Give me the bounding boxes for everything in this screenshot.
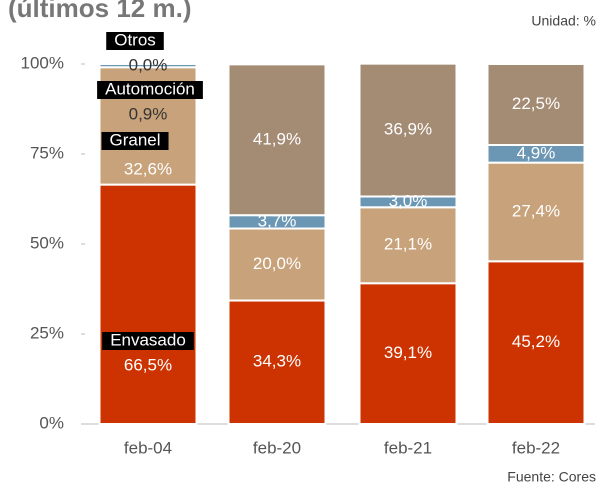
chart-title: (últimos 12 m.) [8, 0, 191, 23]
legend-label: Envasado [110, 330, 186, 349]
legend-item: Otros [106, 30, 164, 50]
unit-note: Unidad: % [531, 13, 596, 29]
legend-box [106, 32, 164, 50]
data-label: 36,9% [384, 120, 432, 139]
data-label: 41,9% [253, 129, 301, 148]
data-label: 3,0% [389, 191, 428, 210]
data-label: 32,6% [124, 159, 172, 178]
legend-box [97, 81, 203, 99]
legend-item: Granel [101, 130, 169, 150]
x-tick-label: feb-21 [384, 438, 432, 457]
bar-segment [358, 62, 458, 198]
bar-segment [358, 206, 458, 285]
bar-segment [486, 260, 586, 425]
legend-box [101, 132, 169, 150]
data-label: 20,0% [253, 254, 301, 273]
data-label: 66,5% [124, 355, 172, 374]
data-label: 4,9% [517, 143, 556, 162]
x-tick-label: feb-22 [512, 438, 560, 457]
bar-segment [98, 183, 198, 425]
legend-label: Otros [114, 30, 156, 49]
y-tick-label: 50% [30, 233, 64, 252]
data-label: 21,1% [384, 235, 432, 254]
bar-segment [486, 63, 586, 146]
data-label: 45,2% [512, 332, 560, 351]
y-tick-label: 0% [39, 413, 64, 432]
y-tick-label: 75% [30, 143, 64, 162]
data-label: 0,0% [129, 55, 168, 74]
data-label: 27,4% [512, 201, 560, 220]
bar-segment [486, 161, 586, 263]
data-label: 34,3% [253, 352, 301, 371]
data-label: 22,5% [512, 94, 560, 113]
data-label: 39,1% [384, 343, 432, 362]
bar-segment [358, 282, 458, 425]
legend-item: Envasado [102, 330, 194, 350]
x-tick-label: feb-20 [253, 438, 301, 457]
bar-segment [227, 63, 327, 217]
data-label: 3,7% [258, 211, 297, 230]
source-note: Fuente: Cores [507, 469, 596, 485]
legend-item: Automoción [97, 79, 203, 99]
bar-segment [227, 299, 327, 425]
legend-box [102, 332, 194, 350]
x-tick-label: feb-04 [124, 438, 172, 457]
legend-label: Granel [109, 130, 160, 149]
legend-label: Automoción [105, 79, 195, 98]
data-label: 0,9% [129, 104, 168, 123]
y-tick-label: 100% [21, 53, 64, 72]
bar-segment [98, 63, 198, 69]
y-tick-label: 25% [30, 323, 64, 342]
